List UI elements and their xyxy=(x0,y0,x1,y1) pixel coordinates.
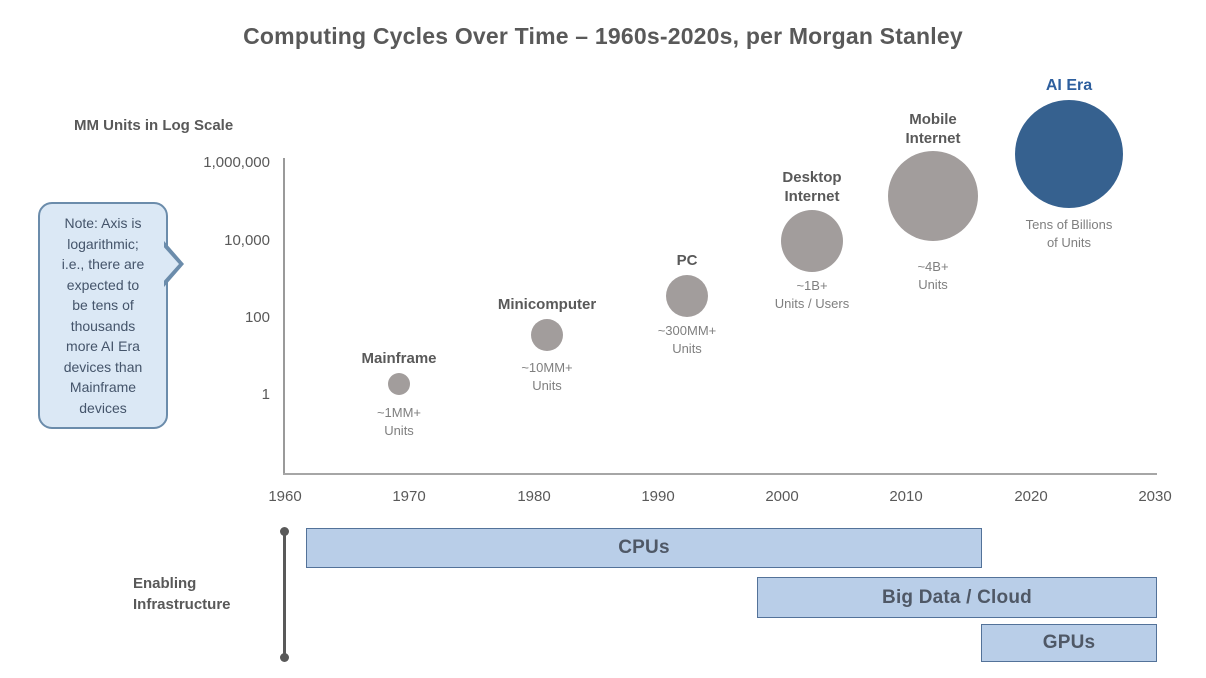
infra-bar-gpus: GPUs xyxy=(981,624,1157,662)
bubble-ai-era-units: Tens of Billions of Units xyxy=(1025,217,1113,250)
note-text: Note: Axis is logarithmic; i.e., there a… xyxy=(61,215,145,416)
bubble-minicomputer-label: Minicomputer xyxy=(497,296,597,313)
bubble-mobile-internet-units: ~4B+ Units xyxy=(917,259,949,292)
y-tick-100: 100 xyxy=(244,309,270,326)
x-tick-1980: 1980 xyxy=(517,488,551,505)
enabling-infrastructure-label: Enabling Infrastructure xyxy=(133,575,231,613)
timeline-dot-top xyxy=(280,527,289,536)
infra-bar-gpus-label: GPUs xyxy=(1042,632,1096,653)
chart-title: Computing Cycles Over Time – 1960s-2020s… xyxy=(243,23,963,49)
bubble-ai-era xyxy=(1015,100,1123,208)
timeline-dot-bottom xyxy=(280,653,289,662)
note-callout: Note: Axis is logarithmic; i.e., there a… xyxy=(38,202,168,429)
y-tick-1: 1 xyxy=(261,386,270,403)
bubble-minicomputer-units: ~10MM+ Units xyxy=(521,360,573,393)
x-tick-1970: 1970 xyxy=(392,488,426,505)
y-tick-10000: 10,000 xyxy=(224,232,270,249)
y-tick-1000000: 1,000,000 xyxy=(203,154,270,171)
x-tick-2020: 2020 xyxy=(1014,488,1048,505)
x-tick-2000: 2000 xyxy=(765,488,799,505)
bubble-pc xyxy=(666,275,708,317)
x-axis-line xyxy=(283,473,1157,475)
infra-bar-big-data-cloud: Big Data / Cloud xyxy=(757,577,1157,618)
bubble-pc-units: ~300MM+ Units xyxy=(657,323,717,356)
infra-bar-cpus-label: CPUs xyxy=(618,537,670,558)
infrastructure-timeline-line xyxy=(283,531,286,657)
y-axis-title: MM Units in Log Scale xyxy=(74,117,234,134)
bubble-pc-label: PC xyxy=(676,252,698,269)
x-tick-1990: 1990 xyxy=(641,488,675,505)
bubble-mobile-internet-label: Mobile Internet xyxy=(905,111,961,147)
y-axis-line xyxy=(283,158,285,475)
bubble-ai-era-label: AI Era xyxy=(1045,77,1093,94)
bubble-desktop-internet xyxy=(781,210,843,272)
bubble-mainframe xyxy=(388,373,410,395)
x-tick-1960: 1960 xyxy=(268,488,302,505)
bubble-desktop-internet-units: ~1B+ Units / Users xyxy=(774,278,850,311)
x-tick-2010: 2010 xyxy=(889,488,923,505)
bubble-mainframe-label: Mainframe xyxy=(361,350,437,367)
infra-bar-big-data-cloud-label: Big Data / Cloud xyxy=(882,586,1032,608)
note-callout-pointer-fill xyxy=(162,245,179,283)
infra-bar-cpus: CPUs xyxy=(306,528,982,568)
bubble-desktop-internet-label: Desktop Internet xyxy=(782,169,842,205)
x-tick-2030: 2030 xyxy=(1138,488,1172,505)
bubble-minicomputer xyxy=(531,319,563,351)
bubble-mainframe-units: ~1MM+ Units xyxy=(376,405,422,438)
bubble-mobile-internet xyxy=(888,151,978,241)
